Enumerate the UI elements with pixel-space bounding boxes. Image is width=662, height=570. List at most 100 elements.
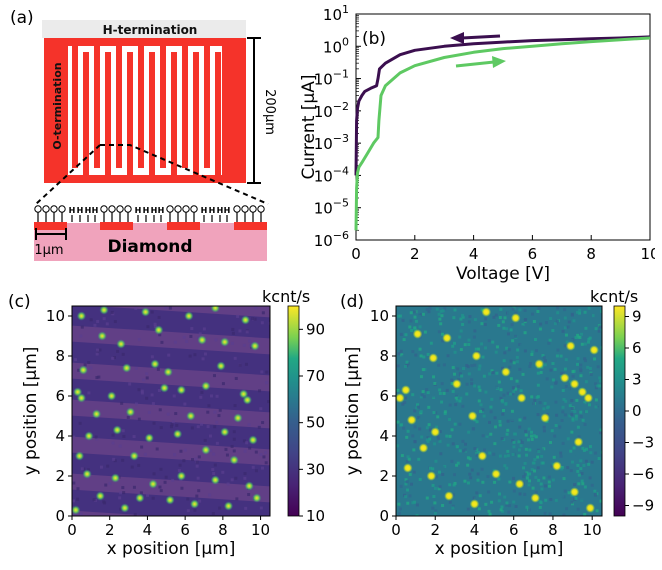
noise-pixel — [550, 385, 554, 389]
noise-pixel — [565, 340, 569, 344]
noise-pixel — [566, 344, 570, 348]
y-tick-label: 8 — [55, 347, 65, 365]
noise-pixel — [511, 392, 515, 396]
noise-pixel — [414, 310, 418, 314]
noise-pixel — [433, 427, 437, 431]
noise-pixel — [441, 473, 445, 477]
noise-pixel — [455, 445, 459, 449]
noise-pixel — [598, 348, 602, 352]
noise-pixel — [452, 316, 456, 320]
c-xlabel: x position [μm] — [107, 539, 236, 559]
noise-pixel — [576, 425, 580, 429]
d-x-ticks: 0 2 4 6 8 10 — [391, 516, 602, 539]
noise-pixel — [137, 417, 141, 421]
noise-pixel — [583, 342, 587, 346]
noise-pixel — [208, 434, 212, 438]
emitter-spot — [159, 383, 169, 393]
panel-c-label: (c) — [8, 292, 31, 312]
noise-pixel — [551, 329, 555, 333]
noise-pixel — [530, 434, 534, 438]
noise-pixel — [555, 413, 559, 417]
noise-pixel — [121, 429, 125, 433]
hydrogen-atom: H — [158, 206, 165, 215]
emitter-spot — [430, 427, 441, 437]
noise-pixel — [102, 317, 106, 321]
x-tick-label: 6 — [528, 245, 538, 263]
noise-pixel — [466, 456, 470, 460]
noise-pixel — [596, 403, 600, 407]
noise-pixel — [559, 354, 563, 358]
noise-pixel — [595, 404, 599, 408]
noise-pixel — [518, 308, 522, 312]
noise-pixel — [461, 315, 465, 319]
noise-pixel — [418, 344, 422, 348]
noise-pixel — [259, 452, 263, 456]
noise-pixel — [465, 363, 469, 367]
scale-1um-label: 1μm — [34, 243, 63, 258]
noise-pixel — [569, 380, 573, 384]
noise-pixel — [593, 326, 597, 330]
noise-pixel — [535, 412, 539, 416]
noise-pixel — [411, 434, 415, 438]
noise-pixel — [253, 317, 257, 321]
noise-pixel — [562, 513, 566, 516]
c-ylabel: y position [μm] — [21, 347, 41, 476]
noise-pixel — [575, 500, 579, 504]
emitter-spot — [250, 341, 260, 351]
noise-pixel — [597, 324, 601, 328]
noise-pixel — [475, 349, 479, 353]
noise-pixel — [585, 447, 589, 451]
noise-pixel — [510, 323, 514, 327]
noise-pixel — [548, 338, 552, 342]
noise-pixel — [583, 422, 587, 426]
noise-pixel — [446, 443, 450, 447]
noise-pixel — [574, 417, 578, 421]
noise-pixel — [398, 314, 402, 318]
noise-pixel — [477, 450, 481, 454]
noise-pixel — [587, 306, 591, 310]
emitter-spot — [240, 315, 251, 325]
noise-pixel — [211, 468, 215, 472]
noise-pixel — [540, 454, 544, 458]
noise-pixel — [590, 349, 594, 353]
noise-pixel — [570, 399, 574, 403]
noise-pixel — [411, 350, 415, 354]
noise-pixel — [477, 399, 481, 403]
noise-pixel — [523, 349, 527, 353]
noise-pixel — [512, 390, 516, 394]
oxygen-atom — [241, 205, 249, 213]
noise-pixel — [577, 459, 581, 463]
noise-pixel — [505, 346, 509, 350]
y-tick-label: 10−3 — [314, 132, 349, 153]
noise-pixel — [425, 438, 429, 442]
y-tick-label: 6 — [379, 387, 389, 405]
noise-pixel — [94, 435, 98, 439]
noise-pixel — [561, 388, 565, 392]
noise-pixel — [258, 389, 262, 393]
noise-pixel — [531, 486, 535, 490]
noise-pixel — [89, 366, 93, 370]
noise-pixel — [180, 486, 184, 490]
map-c-stripes — [72, 306, 270, 516]
emitter-spot — [189, 499, 200, 509]
noise-pixel — [72, 499, 76, 503]
noise-pixel — [185, 339, 189, 343]
noise-pixel — [182, 459, 186, 463]
noise-pixel — [498, 316, 502, 320]
noise-pixel — [484, 502, 488, 506]
noise-pixel — [463, 479, 467, 483]
noise-pixel — [531, 312, 535, 316]
noise-pixel — [576, 487, 580, 491]
noise-pixel — [514, 448, 518, 452]
noise-pixel — [581, 418, 585, 422]
noise-pixel — [186, 509, 190, 513]
noise-pixel — [546, 513, 550, 516]
noise-pixel — [567, 491, 571, 495]
noise-pixel — [453, 422, 457, 426]
noise-pixel — [406, 501, 410, 505]
emitter-spot — [176, 471, 186, 481]
panel-d-label: (d) — [340, 292, 365, 312]
noise-pixel — [247, 423, 251, 427]
noise-pixel — [431, 394, 435, 398]
noise-pixel — [488, 372, 492, 376]
